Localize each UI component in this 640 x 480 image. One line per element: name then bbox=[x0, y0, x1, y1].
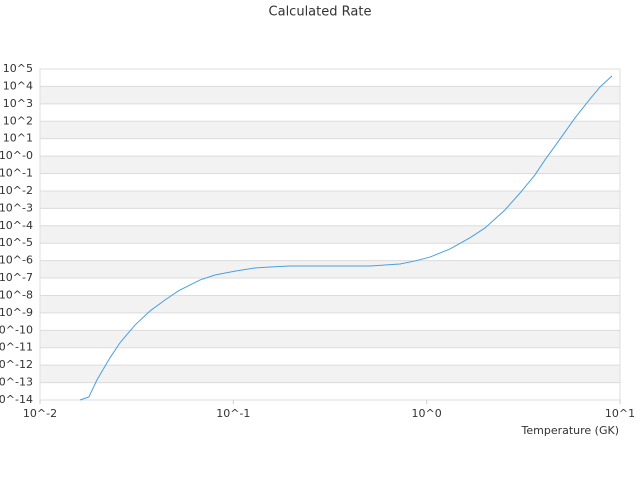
x-tick-label: 10^-2 bbox=[23, 407, 57, 420]
x-tick-label: 10^-1 bbox=[216, 407, 250, 420]
y-tick-label: 10^-14 bbox=[0, 393, 33, 406]
y-tick-label: 10^1 bbox=[3, 132, 33, 145]
grid-band bbox=[40, 330, 620, 348]
grid-band bbox=[40, 260, 620, 279]
x-axis-label: Temperature (GK) bbox=[521, 424, 620, 437]
y-tick-label: 10^5 bbox=[3, 62, 33, 75]
plot-bands bbox=[40, 86, 620, 383]
grid-band bbox=[40, 225, 620, 244]
y-tick-label: 10^-5 bbox=[0, 236, 33, 249]
y-tick-label: 10^-6 bbox=[0, 254, 33, 267]
x-tick-label: 10^0 bbox=[412, 407, 442, 420]
grid-band bbox=[40, 156, 620, 174]
y-tick-label: 10^3 bbox=[3, 97, 33, 110]
y-tick-label: 10^4 bbox=[3, 79, 33, 92]
y-tick-label: 10^-13 bbox=[0, 376, 33, 389]
y-tick-label: 10^-11 bbox=[0, 341, 33, 354]
x-tick-label: 10^1 bbox=[605, 407, 635, 420]
grid-band bbox=[40, 295, 620, 313]
y-tick-label: 10^-0 bbox=[0, 149, 33, 162]
y-tick-label: 10^-8 bbox=[0, 288, 33, 301]
y-tick-label: 10^2 bbox=[3, 114, 33, 127]
y-tick-label: 10^-10 bbox=[0, 323, 33, 336]
y-tick-label: 10^-12 bbox=[0, 358, 33, 371]
chart-title: Calculated Rate bbox=[269, 5, 372, 20]
data-line bbox=[79, 75, 613, 401]
grid-band bbox=[40, 121, 620, 139]
y-tick-label: 10^-3 bbox=[0, 201, 33, 214]
grid-band bbox=[40, 365, 620, 383]
y-tick-label: 10^-4 bbox=[0, 219, 33, 232]
y-tick-label: 10^-9 bbox=[0, 306, 33, 319]
plot-frame bbox=[39, 68, 621, 401]
y-tick-label: 10^-2 bbox=[0, 184, 33, 197]
y-tick-label: 10^-1 bbox=[0, 167, 33, 180]
grid-band bbox=[40, 190, 620, 209]
y-tick-label: 10^-7 bbox=[0, 271, 33, 284]
grid-band bbox=[40, 86, 620, 104]
